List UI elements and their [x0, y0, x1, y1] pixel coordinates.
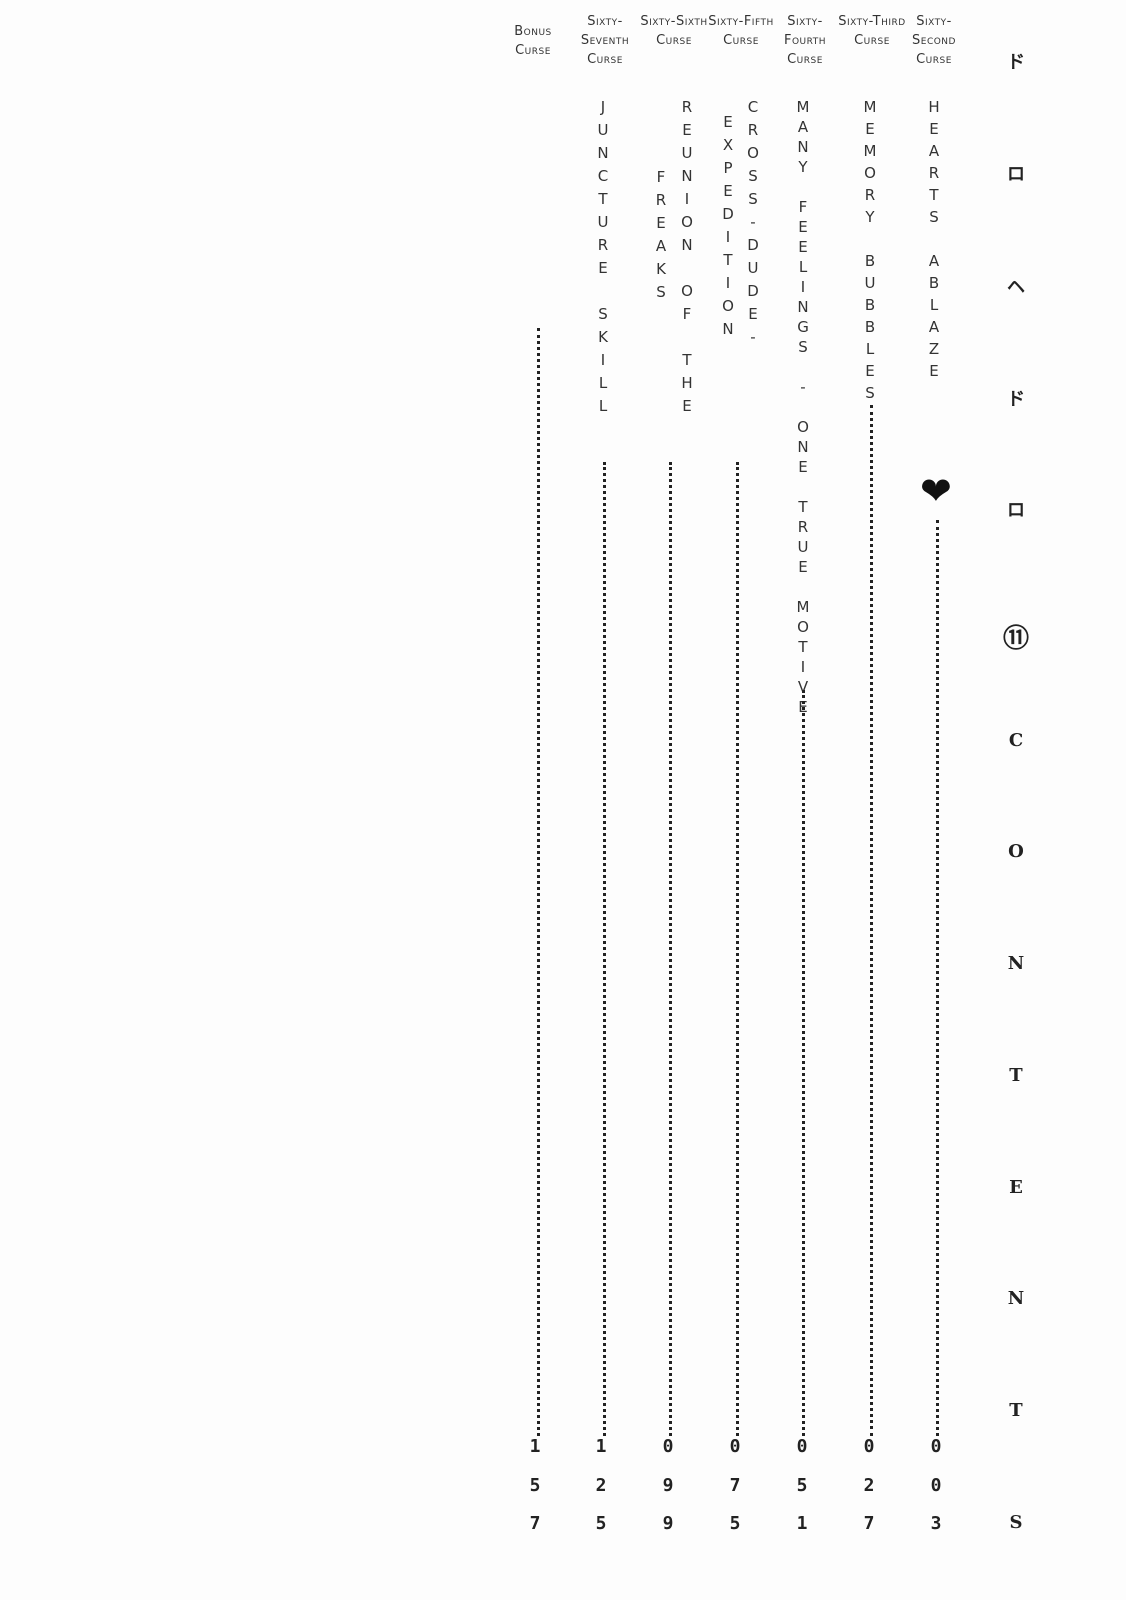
chapter-title-63: MEMORY BUBBLES [861, 98, 879, 406]
dotted-leader [537, 328, 540, 1436]
heart-icon: ❤ [920, 469, 952, 513]
side-title-char: ド [1007, 52, 1025, 73]
side-title-char: S [1009, 1512, 1023, 1533]
chapter-title-65-line1: CROSS-DUDE- [744, 98, 762, 351]
chapter-header-63: Sixty-Third Curse [838, 14, 906, 48]
side-title-char: T [1009, 1065, 1023, 1086]
chapter-title-65-line2: EXPEDITION [719, 113, 737, 343]
dotted-leader [603, 462, 606, 1436]
chapter-title-62: HEARTS ABLAZE [925, 98, 943, 384]
page-number-66: 0 9 9 [662, 1436, 674, 1534]
chapter-title-66-line1: REUNION OF THE [678, 98, 696, 420]
page-number-65: 0 7 5 [729, 1436, 741, 1534]
side-title-char: E [1009, 1177, 1023, 1198]
side-title-char: ヘ [1007, 277, 1025, 298]
chapter-title-64: MANY FEELINGS - ONE TRUE MOTIVE [794, 98, 812, 718]
dotted-leader [802, 690, 805, 1436]
side-title-char: N [1007, 953, 1025, 974]
dotted-leader [669, 462, 672, 1436]
dotted-leader [936, 520, 939, 1436]
side-title-char: T [1009, 1400, 1023, 1421]
side-title-char: ド [1007, 389, 1025, 410]
dotted-leader [736, 462, 739, 1436]
side-title-char: N [1007, 1288, 1025, 1309]
side-title-char: ロ [1007, 500, 1025, 521]
page-number-63: 0 2 7 [863, 1436, 875, 1534]
side-title-volume: ⑪ [1002, 624, 1029, 654]
page-number-67: 1 2 5 [595, 1436, 607, 1534]
side-title-char: O [1008, 841, 1024, 862]
page-number-62: 0 0 3 [930, 1436, 942, 1534]
side-title-char: ロ [1007, 164, 1025, 185]
page-number-64: 0 5 1 [796, 1436, 808, 1534]
chapter-title-66-line2: FREAKS [652, 168, 670, 306]
chapter-title-67: JUNCTURE SKILL [594, 98, 612, 420]
page-number-bonus: 1 5 7 [529, 1436, 541, 1534]
chapter-header-66: Sixty-Sixth Curse [640, 14, 708, 48]
side-title-char: C [1008, 730, 1024, 751]
chapter-header-64: Sixty-Fourth Curse [783, 14, 826, 67]
chapter-header-62: Sixty-Second Curse [912, 14, 956, 67]
chapter-header-67: Sixty-Seventh Curse [580, 14, 630, 67]
chapter-header-65: Sixty-Fifth Curse [708, 14, 774, 48]
dotted-leader [870, 405, 873, 1436]
chapter-header-bonus: Bonus Curse [514, 24, 552, 58]
